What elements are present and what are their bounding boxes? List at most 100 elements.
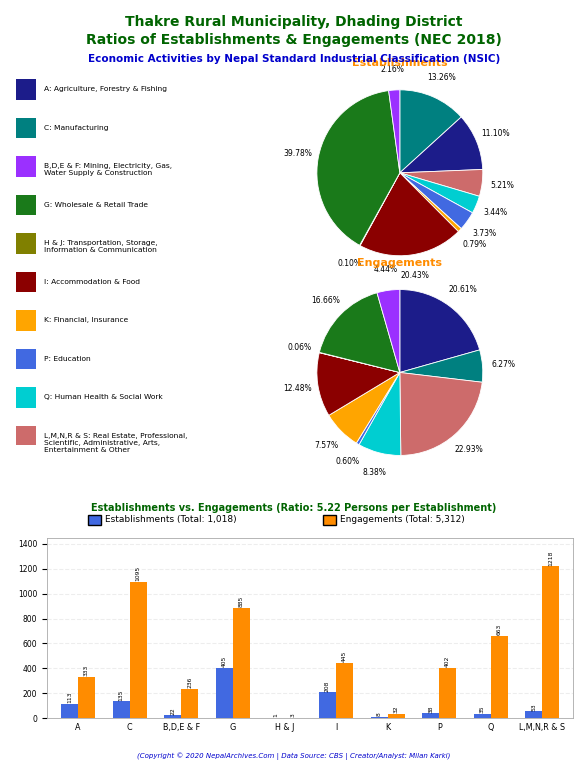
Bar — [16, 79, 36, 100]
Text: 2.16%: 2.16% — [381, 65, 405, 74]
Wedge shape — [400, 173, 461, 232]
Text: 20.61%: 20.61% — [448, 285, 477, 294]
Bar — [491, 636, 508, 718]
Bar — [61, 704, 78, 718]
Text: 8.38%: 8.38% — [362, 468, 386, 478]
Bar — [422, 713, 439, 718]
Bar — [525, 711, 542, 718]
Text: 20.43%: 20.43% — [400, 271, 429, 280]
Bar — [474, 713, 491, 718]
Text: P: Education: P: Education — [44, 356, 91, 362]
Text: 8: 8 — [376, 713, 382, 717]
Wedge shape — [400, 173, 473, 229]
Text: 333: 333 — [84, 665, 89, 676]
Text: 0.06%: 0.06% — [287, 343, 311, 352]
Wedge shape — [400, 372, 482, 455]
Text: 4.44%: 4.44% — [373, 265, 397, 274]
Text: 135: 135 — [119, 689, 123, 700]
Bar — [78, 677, 95, 718]
Text: 6.27%: 6.27% — [491, 360, 515, 369]
Bar — [16, 233, 36, 253]
Text: 3: 3 — [290, 713, 295, 717]
Text: 208: 208 — [325, 680, 330, 691]
Title: Engagements: Engagements — [358, 258, 442, 268]
Wedge shape — [319, 293, 400, 372]
Text: 1: 1 — [273, 713, 278, 717]
Text: Establishments vs. Engagements (Ratio: 5.22 Persons per Establishment): Establishments vs. Engagements (Ratio: 5… — [91, 503, 497, 513]
Text: L,M,N,R & S: Real Estate, Professional,
Scientific, Administrative, Arts,
Entert: L,M,N,R & S: Real Estate, Professional, … — [44, 432, 187, 452]
Bar — [439, 668, 456, 718]
Bar — [164, 715, 181, 718]
Wedge shape — [377, 290, 400, 372]
Text: G: Wholesale & Retail Trade: G: Wholesale & Retail Trade — [44, 201, 148, 207]
Text: 1218: 1218 — [549, 551, 553, 566]
Wedge shape — [400, 350, 483, 382]
Text: K: Financial, Insurance: K: Financial, Insurance — [44, 317, 128, 323]
Wedge shape — [360, 173, 400, 246]
Text: 236: 236 — [187, 677, 192, 688]
Text: 13.26%: 13.26% — [427, 74, 456, 82]
Text: (Copyright © 2020 NepalArchives.Com | Data Source: CBS | Creator/Analyst: Milan : (Copyright © 2020 NepalArchives.Com | Da… — [138, 753, 450, 760]
Wedge shape — [359, 372, 401, 455]
Text: 11.10%: 11.10% — [482, 129, 510, 138]
Text: 113: 113 — [67, 692, 72, 703]
Wedge shape — [389, 90, 400, 173]
Text: 32: 32 — [393, 706, 399, 713]
Text: 885: 885 — [239, 596, 244, 607]
Text: C: Manufacturing: C: Manufacturing — [44, 124, 108, 131]
Bar — [370, 717, 387, 718]
Wedge shape — [317, 91, 400, 245]
Text: 405: 405 — [222, 656, 227, 667]
Bar — [542, 567, 559, 718]
Wedge shape — [360, 173, 459, 256]
Text: B,D,E & F: Mining, Electricity, Gas,
Water Supply & Construction: B,D,E & F: Mining, Electricity, Gas, Wat… — [44, 163, 172, 176]
Bar — [16, 310, 36, 331]
Bar — [129, 582, 146, 718]
Wedge shape — [319, 353, 400, 372]
Text: 0.60%: 0.60% — [335, 457, 359, 466]
Wedge shape — [400, 90, 461, 173]
Text: Establishments (Total: 1,018): Establishments (Total: 1,018) — [105, 515, 236, 525]
Text: 3.73%: 3.73% — [472, 229, 496, 237]
Text: 12.48%: 12.48% — [283, 383, 312, 392]
Bar — [336, 663, 353, 718]
Text: 663: 663 — [497, 624, 502, 635]
Text: 7.57%: 7.57% — [314, 441, 338, 450]
Text: I: Accommodation & Food: I: Accommodation & Food — [44, 279, 139, 284]
Text: 22: 22 — [170, 707, 175, 715]
Title: Establishments: Establishments — [352, 58, 447, 68]
Bar — [16, 387, 36, 408]
Bar — [16, 118, 36, 138]
Wedge shape — [329, 372, 400, 443]
Text: Economic Activities by Nepal Standard Industrial Classification (NSIC): Economic Activities by Nepal Standard In… — [88, 54, 500, 64]
Bar — [181, 689, 198, 718]
Bar — [319, 692, 336, 718]
Text: 0.79%: 0.79% — [463, 240, 487, 249]
Bar — [16, 426, 36, 446]
Text: 38: 38 — [428, 705, 433, 713]
Wedge shape — [400, 170, 483, 197]
Bar — [16, 272, 36, 292]
Wedge shape — [317, 353, 400, 415]
Text: Q: Human Health & Social Work: Q: Human Health & Social Work — [44, 394, 162, 400]
Text: 53: 53 — [532, 703, 536, 711]
Bar — [16, 157, 36, 177]
Text: Ratios of Establishments & Engagements (NEC 2018): Ratios of Establishments & Engagements (… — [86, 33, 502, 47]
Text: Engagements (Total: 5,312): Engagements (Total: 5,312) — [340, 515, 465, 525]
Text: 0.10%: 0.10% — [338, 259, 362, 268]
Bar — [233, 608, 250, 718]
Text: Thakre Rural Municipality, Dhading District: Thakre Rural Municipality, Dhading Distr… — [125, 15, 463, 29]
Bar — [387, 714, 405, 718]
Bar — [16, 195, 36, 215]
Text: 39.78%: 39.78% — [283, 149, 312, 158]
Wedge shape — [400, 173, 479, 213]
Wedge shape — [356, 372, 400, 445]
Bar — [16, 349, 36, 369]
Text: 3.44%: 3.44% — [483, 208, 507, 217]
Text: 1095: 1095 — [136, 566, 141, 581]
Text: 35: 35 — [480, 706, 485, 713]
Text: H & J: Transportation, Storage,
Information & Communication: H & J: Transportation, Storage, Informat… — [44, 240, 157, 253]
Wedge shape — [400, 290, 480, 372]
Text: 402: 402 — [445, 656, 450, 667]
Text: 16.66%: 16.66% — [311, 296, 340, 305]
